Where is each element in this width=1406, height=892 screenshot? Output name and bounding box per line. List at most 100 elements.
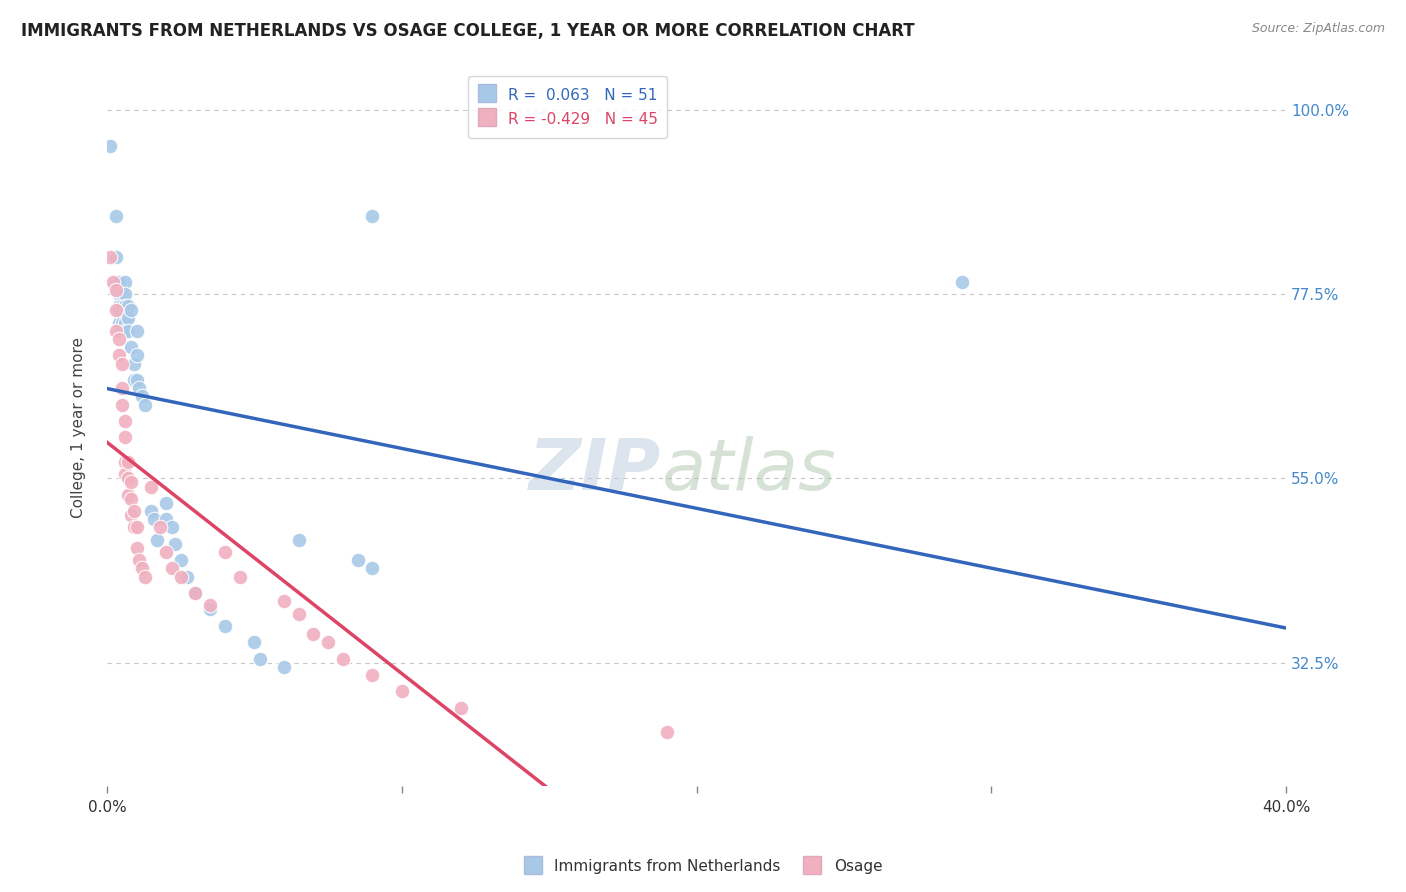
Point (149, 520, 172, 534)
Point (214, 619, 236, 633)
Point (134, 569, 156, 583)
Point (361, 561, 384, 575)
Legend: Immigrants from Netherlands, Osage: Immigrants from Netherlands, Osage (517, 853, 889, 880)
Point (176, 569, 198, 583)
Point (160, 520, 183, 534)
Point (125, 348, 148, 362)
Point (287, 607, 309, 621)
Point (332, 651, 354, 665)
Point (120, 491, 142, 506)
Point (111, 357, 134, 371)
Point (155, 545, 177, 559)
Point (108, 316, 131, 330)
Point (114, 299, 136, 313)
Point (243, 635, 266, 649)
Point (122, 504, 145, 518)
Point (316, 635, 339, 649)
Point (117, 488, 139, 502)
Point (114, 430, 136, 444)
Point (117, 324, 139, 338)
Point (146, 533, 169, 547)
Point (141, 504, 163, 518)
Point (302, 627, 325, 641)
Point (125, 541, 148, 555)
Text: Source: ZipAtlas.com: Source: ZipAtlas.com (1251, 22, 1385, 36)
Point (170, 553, 193, 567)
Point (125, 324, 148, 338)
Point (114, 286, 136, 301)
Point (655, 725, 678, 739)
Point (108, 332, 131, 346)
Point (111, 316, 134, 330)
Point (170, 569, 193, 583)
Point (125, 520, 148, 534)
Point (108, 303, 131, 318)
Point (104, 324, 127, 338)
Point (104, 303, 127, 318)
Point (391, 684, 413, 698)
Point (108, 275, 131, 289)
Point (120, 475, 142, 490)
Point (111, 299, 134, 313)
Point (101, 275, 124, 289)
Point (134, 398, 156, 412)
Point (214, 545, 236, 559)
Point (114, 467, 136, 482)
Point (155, 512, 177, 526)
Point (184, 586, 207, 600)
Point (163, 537, 186, 551)
Point (950, 275, 973, 289)
Point (122, 357, 145, 371)
Point (131, 389, 153, 403)
Point (108, 286, 131, 301)
Point (200, 602, 222, 616)
Point (111, 286, 134, 301)
Point (128, 381, 150, 395)
Point (346, 553, 368, 567)
Point (117, 471, 139, 485)
Point (111, 324, 134, 338)
Point (141, 479, 163, 493)
Point (120, 508, 142, 523)
Point (200, 599, 222, 613)
Point (111, 381, 134, 395)
Point (450, 701, 472, 715)
Point (122, 520, 145, 534)
Point (111, 398, 134, 412)
Point (98, 139, 121, 153)
Point (120, 303, 142, 318)
Point (98, 250, 121, 264)
Point (128, 553, 150, 567)
Point (114, 275, 136, 289)
Point (104, 275, 127, 289)
Point (287, 533, 309, 547)
Point (160, 561, 183, 575)
Point (114, 455, 136, 469)
Point (143, 512, 166, 526)
Point (117, 299, 139, 313)
Point (273, 660, 295, 674)
Text: ZIP: ZIP (529, 435, 661, 505)
Y-axis label: College, 1 year or more: College, 1 year or more (72, 336, 86, 517)
Point (114, 316, 136, 330)
Point (104, 250, 127, 264)
Point (273, 594, 295, 608)
Point (361, 668, 384, 682)
Point (104, 209, 127, 223)
Legend: R =  0.063   N = 51, R = -0.429   N = 45: R = 0.063 N = 51, R = -0.429 N = 45 (468, 76, 666, 138)
Point (108, 299, 131, 313)
Point (131, 561, 153, 575)
Point (184, 586, 207, 600)
Point (125, 373, 148, 387)
Point (117, 311, 139, 326)
Point (361, 209, 384, 223)
Point (122, 373, 145, 387)
Point (108, 348, 131, 362)
Point (104, 283, 127, 297)
Point (114, 414, 136, 428)
Point (155, 496, 177, 510)
Point (114, 324, 136, 338)
Text: IMMIGRANTS FROM NETHERLANDS VS OSAGE COLLEGE, 1 YEAR OR MORE CORRELATION CHART: IMMIGRANTS FROM NETHERLANDS VS OSAGE COL… (21, 22, 915, 40)
Point (117, 455, 139, 469)
Point (120, 340, 142, 354)
